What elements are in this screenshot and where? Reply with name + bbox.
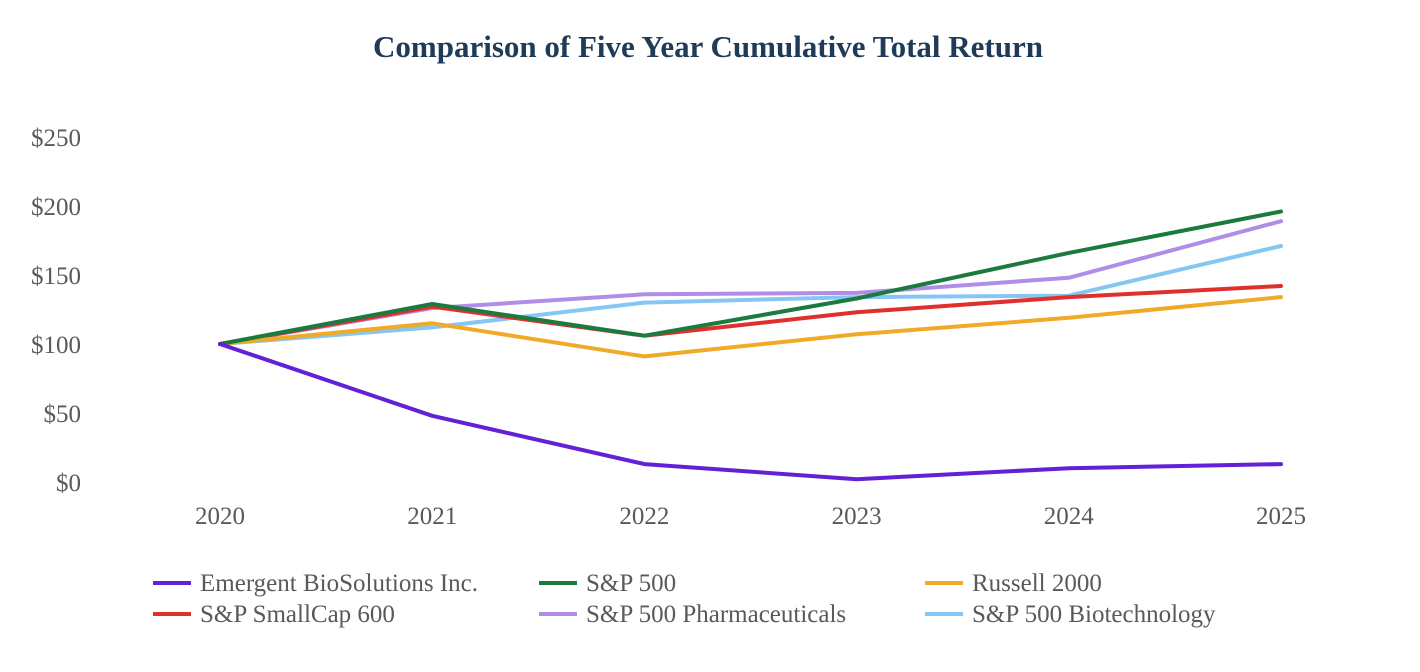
y-tick-label: $50 (44, 401, 82, 428)
series-line-2 (218, 295, 1283, 359)
legend-item: Russell 2000 (925, 570, 1102, 597)
series-lines (218, 209, 1283, 482)
y-tick-label: $250 (31, 125, 81, 152)
x-tick-label: 2023 (832, 503, 882, 530)
series-line-1 (218, 209, 1283, 346)
legend-item: Emergent BioSolutions Inc. (153, 570, 478, 597)
legend-label: S&P 500 Pharmaceuticals (586, 601, 846, 628)
legend: Emergent BioSolutions Inc. S&P 500 Russell… (153, 570, 1216, 628)
x-tick-label: 2020 (195, 503, 245, 530)
x-axis-ticks: 2020 2021 2022 2023 2024 2025 (195, 503, 1306, 530)
legend-item: S&P 500 (539, 570, 676, 597)
x-tick-label: 2025 (1256, 503, 1306, 530)
legend-item: S&P SmallCap 600 (153, 601, 395, 628)
y-tick-label: $150 (31, 263, 81, 290)
y-tick-label: $100 (31, 332, 81, 359)
legend-item: S&P 500 Biotechnology (925, 601, 1216, 628)
series-line-3 (218, 284, 1283, 346)
legend-label: S&P 500 Biotechnology (972, 601, 1216, 628)
series-line-0 (218, 342, 1283, 482)
series-line-5 (218, 244, 1283, 346)
chart-title: Comparison of Five Year Cumulative Total… (373, 29, 1043, 64)
y-tick-label: $200 (31, 194, 81, 221)
x-tick-label: 2024 (1044, 503, 1095, 530)
legend-label: Emergent BioSolutions Inc. (200, 570, 478, 597)
x-tick-label: 2022 (619, 503, 669, 530)
legend-label: Russell 2000 (972, 570, 1102, 597)
legend-label: S&P 500 (586, 570, 676, 597)
y-tick-label: $0 (56, 470, 81, 497)
x-tick-label: 2021 (407, 503, 457, 530)
legend-label: S&P SmallCap 600 (200, 601, 395, 628)
legend-item: S&P 500 Pharmaceuticals (539, 601, 846, 628)
y-axis-ticks: $0 $50 $100 $150 $200 $250 (31, 125, 81, 497)
